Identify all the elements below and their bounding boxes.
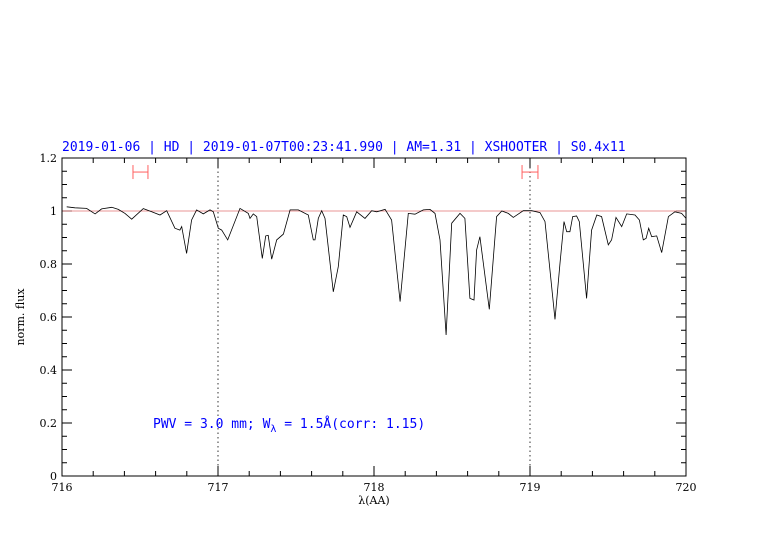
annotation-prefix: PWV = 3.0 mm; W xyxy=(153,417,271,432)
plot-frame xyxy=(61,157,687,477)
y-axis-label: norm. flux xyxy=(14,288,27,346)
x-tick-label: 718 xyxy=(364,481,385,494)
y-tick-label: 0.2 xyxy=(40,417,58,430)
x-axis-label: λ(AA) xyxy=(358,494,389,507)
annotation-subscript: λ xyxy=(270,424,276,435)
x-tick-label: 716 xyxy=(52,481,73,494)
annotation-suffix: = 1.5Å(corr: 1.15) xyxy=(276,416,425,432)
error-bar xyxy=(521,165,539,180)
y-tick-label: 0.4 xyxy=(40,364,58,377)
chart-title: 2019-01-06 | HD | 2019-01-07T00:23:41.99… xyxy=(62,140,626,155)
y-tick-label: 0.6 xyxy=(40,311,58,324)
x-tick-label: 717 xyxy=(208,481,229,494)
annotation: PWV = 3.0 mm; Wλ = 1.5Å(corr: 1.15) xyxy=(153,416,425,435)
spectrum-line xyxy=(66,206,687,336)
x-tick-label: 720 xyxy=(676,481,697,494)
y-tick-label: 1.2 xyxy=(40,152,58,165)
y-tick-label: 0.8 xyxy=(40,258,58,271)
y-tick-label: 0 xyxy=(50,470,57,483)
y-tick-label: 1 xyxy=(50,205,57,218)
error-bar xyxy=(132,165,149,180)
x-tick-label: 719 xyxy=(520,481,541,494)
